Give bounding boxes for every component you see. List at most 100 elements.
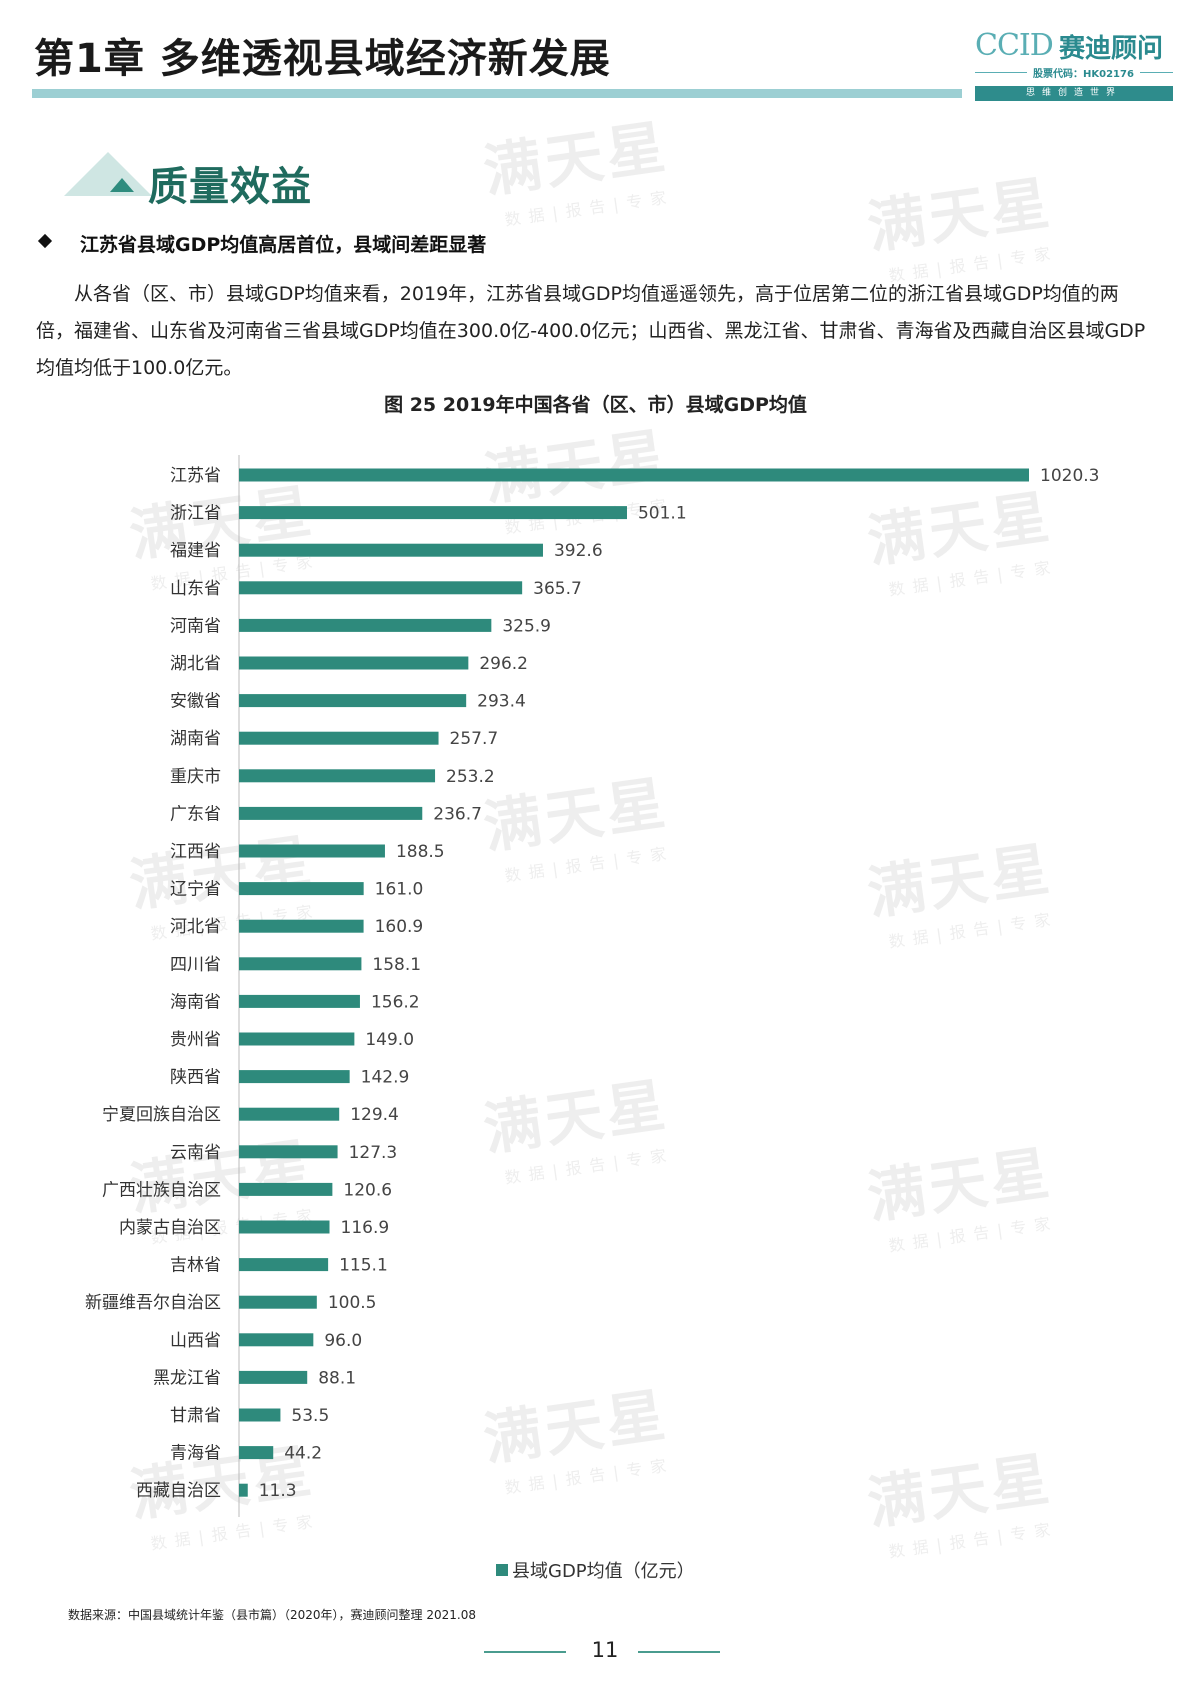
bar <box>239 694 467 708</box>
category-label: 福建省 <box>170 541 221 561</box>
page-number-rule-left <box>484 1651 566 1653</box>
value-label: 257.7 <box>450 729 499 749</box>
logo-cn-text: 赛迪顾问 <box>1059 34 1164 64</box>
category-label: 浙江省 <box>170 504 221 524</box>
chapter-title: 第1章 多维透视县域经济新发展 <box>34 36 611 82</box>
bar <box>239 1220 330 1234</box>
category-label: 吉林省 <box>170 1256 221 1276</box>
bar <box>239 882 364 896</box>
category-label: 甘肃省 <box>170 1406 221 1426</box>
body-paragraph: 从各省（区、市）县域GDP均值来看，2019年，江苏省县域GDP均值遥遥领先，高… <box>36 283 1146 379</box>
value-label: 96.0 <box>324 1331 362 1351</box>
category-label: 重庆市 <box>170 767 221 787</box>
bullet-heading: 江苏省县域GDP均值高居首位，县域间差距显著 <box>80 234 487 256</box>
category-label: 湖北省 <box>170 654 221 674</box>
bar <box>239 806 423 820</box>
category-label: 新疆维吾尔自治区 <box>85 1293 221 1313</box>
page-number: 11 <box>591 1638 619 1662</box>
bar <box>239 957 362 971</box>
bar <box>239 919 364 933</box>
value-label: 501.1 <box>638 504 687 524</box>
category-label: 宁夏回族自治区 <box>102 1105 221 1125</box>
category-label: 广东省 <box>170 804 221 824</box>
page-number-rule-right <box>638 1651 720 1653</box>
bar <box>239 618 492 632</box>
bar <box>239 769 436 783</box>
ccid-logo: CCID 赛迪顾问 股票代码：HK02176 思维创造世界 <box>975 28 1173 104</box>
bar <box>239 468 1029 482</box>
value-label: 44.2 <box>284 1444 322 1464</box>
figure-title: 图 25 2019年中国各省（区、市）县域GDP均值 <box>384 394 807 416</box>
category-label: 安徽省 <box>170 692 221 712</box>
category-label: 河北省 <box>170 917 221 937</box>
watermark: 满天星数据|报告|专家 <box>479 112 676 230</box>
value-label: 161.0 <box>375 880 424 900</box>
bar <box>239 1145 338 1159</box>
value-label: 100.5 <box>328 1293 377 1313</box>
value-label: 88.1 <box>318 1368 356 1388</box>
category-label: 青海省 <box>170 1444 221 1464</box>
bar <box>239 1070 350 1084</box>
source-note: 数据来源：中国县域统计年鉴（县市篇）（2020年），赛迪顾问整理 2021.08 <box>68 1608 476 1622</box>
category-label: 江苏省 <box>170 466 221 486</box>
category-label: 云南省 <box>170 1143 221 1163</box>
bar <box>239 1333 314 1347</box>
bar <box>239 656 469 670</box>
bar <box>239 581 523 595</box>
value-label: 116.9 <box>341 1218 390 1238</box>
watermark: 满天星数据|报告|专家 <box>863 168 1060 286</box>
bar <box>239 1408 281 1422</box>
section-triangle-decoration <box>64 152 152 196</box>
bar <box>239 1107 340 1121</box>
category-label: 江西省 <box>170 842 221 862</box>
bar <box>239 731 439 745</box>
category-label: 陕西省 <box>170 1068 221 1088</box>
chart-legend: 县域GDP均值（亿元） <box>496 1557 695 1583</box>
value-label: 149.0 <box>365 1030 414 1050</box>
value-label: 392.6 <box>554 541 603 561</box>
value-label: 253.2 <box>446 767 495 787</box>
bar-chart: 江苏省 1020.3 浙江省 501.1 福建省 392.6 山东省 365.7 河南省 325.… <box>85 455 1099 1517</box>
bar <box>239 994 360 1008</box>
category-label: 黑龙江省 <box>153 1368 221 1388</box>
bar <box>239 1258 329 1272</box>
legend-swatch <box>496 1564 508 1576</box>
bar <box>239 543 543 557</box>
value-label: 127.3 <box>349 1143 398 1163</box>
value-label: 11.3 <box>259 1481 297 1501</box>
bar <box>239 1182 333 1196</box>
category-label: 山西省 <box>170 1331 221 1351</box>
header-rule <box>32 89 962 98</box>
bar <box>239 1295 317 1309</box>
category-label: 四川省 <box>170 955 221 975</box>
category-label: 辽宁省 <box>170 880 221 900</box>
category-label: 贵州省 <box>170 1030 221 1050</box>
value-label: 236.7 <box>433 804 482 824</box>
value-label: 156.2 <box>371 992 420 1012</box>
category-label: 河南省 <box>170 616 221 636</box>
value-label: 158.1 <box>372 955 421 975</box>
section-triangle-icon <box>110 178 134 192</box>
value-label: 120.6 <box>343 1180 392 1200</box>
legend-label: 县域GDP均值（亿元） <box>512 1561 695 1582</box>
bar <box>239 506 627 520</box>
diamond-bullet-icon <box>37 233 53 249</box>
logo-ccid-text: CCID <box>975 28 1054 63</box>
bar <box>239 1483 248 1497</box>
value-label: 160.9 <box>375 917 424 937</box>
value-label: 1020.3 <box>1040 466 1099 486</box>
value-label: 365.7 <box>533 579 582 599</box>
value-label: 115.1 <box>339 1256 388 1276</box>
bar <box>239 1446 274 1460</box>
category-label: 海南省 <box>170 992 221 1012</box>
value-label: 293.4 <box>477 692 526 712</box>
logo-slogan: 思维创造世界 <box>975 86 1173 101</box>
bar <box>239 844 385 858</box>
value-label: 296.2 <box>479 654 528 674</box>
section-title: 质量效益 <box>148 164 312 210</box>
category-label: 山东省 <box>170 579 221 599</box>
logo-stock-code: 股票代码：HK02176 <box>1027 65 1140 80</box>
category-label: 西藏自治区 <box>136 1481 221 1501</box>
value-label: 53.5 <box>291 1406 329 1426</box>
value-label: 325.9 <box>502 616 551 636</box>
